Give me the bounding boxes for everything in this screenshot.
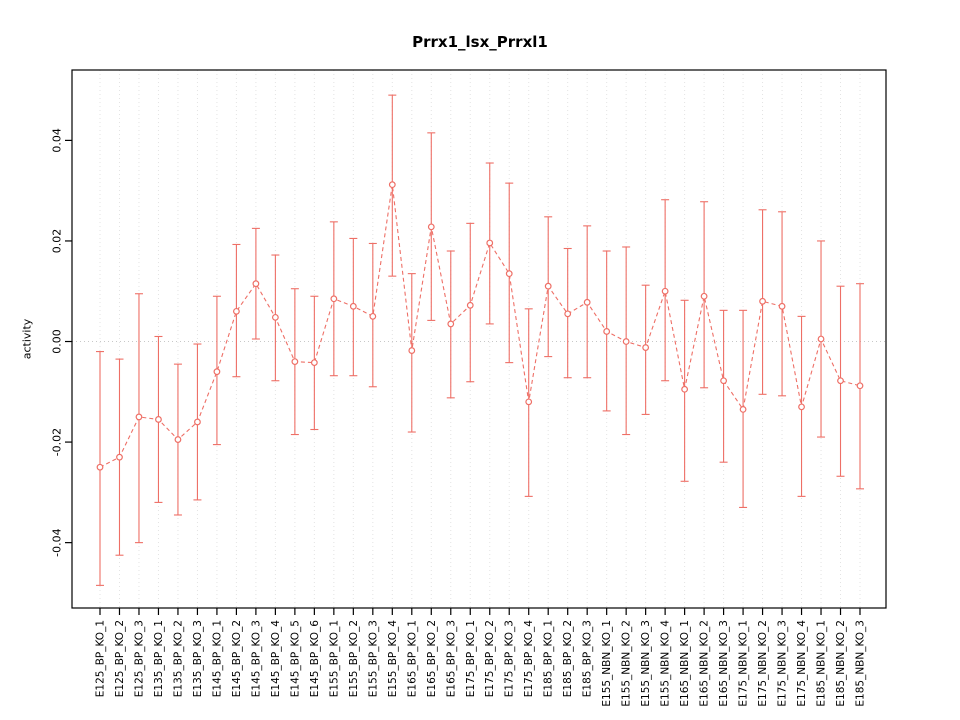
data-point-marker — [135, 413, 143, 421]
x-tick-label: E135_BP_KO_3 — [192, 620, 204, 697]
x-tick-label: E185_BP_KO_2 — [562, 620, 574, 697]
data-point-marker — [700, 292, 708, 300]
x-tick-label: E145_BP_KO_6 — [309, 620, 321, 698]
x-tick-label: E125_BP_KO_3 — [133, 620, 145, 697]
data-point-marker — [486, 239, 494, 247]
data-point-marker — [759, 297, 766, 305]
x-tick-label: E155_BP_KO_3 — [367, 620, 379, 697]
x-tick-label: E155_NBN_KO_3 — [640, 620, 652, 707]
data-point-marker — [388, 181, 396, 189]
x-tick-label: E185_NBN_KO_3 — [855, 620, 867, 707]
x-tick-label: E145_BP_KO_3 — [250, 620, 262, 697]
data-point-marker — [564, 310, 572, 318]
x-tick-label: E135_BP_KO_2 — [172, 620, 184, 697]
data-point-marker — [544, 282, 552, 290]
data-point-marker — [466, 301, 474, 309]
y-tick-label: 0.04 — [51, 128, 64, 153]
data-points — [96, 181, 864, 471]
data-point-marker — [622, 338, 630, 345]
x-tick-label: E175_NBN_KO_2 — [757, 620, 769, 707]
x-tick-label: E155_BP_KO_4 — [387, 620, 399, 698]
data-point-marker — [681, 385, 689, 393]
y-tick-label: -0.04 — [51, 528, 64, 556]
x-tick-label: E175_NBN_KO_1 — [738, 620, 750, 707]
data-point-marker — [116, 453, 123, 461]
series-line-group — [99, 184, 861, 468]
x-tick-label: E165_NBN_KO_1 — [679, 620, 691, 707]
x-tick-label: E155_BP_KO_1 — [328, 620, 340, 697]
data-point-marker — [96, 463, 104, 471]
data-point-marker — [349, 302, 357, 310]
x-tick-label: E125_BP_KO_2 — [114, 620, 126, 697]
y-tick-label: 0.02 — [51, 229, 64, 254]
x-tick-label: E155_BP_KO_2 — [348, 620, 360, 697]
y-axis: -0.04 -0.02 0.00 0.02 0.04 — [51, 128, 72, 557]
chart-title: Prrx1_lsx_Prrxl1 — [412, 33, 548, 51]
plot-border — [71, 69, 887, 609]
data-point-marker — [642, 344, 650, 351]
data-point-marker — [525, 398, 533, 406]
x-tick-label: E165_BP_KO_1 — [406, 620, 418, 697]
x-tick-label: E185_BP_KO_3 — [582, 620, 594, 697]
y-tick-label: -0.02 — [51, 428, 64, 456]
x-tick-label: E185_NBN_KO_1 — [816, 620, 828, 707]
error-bars — [96, 94, 864, 586]
gridlines — [99, 70, 861, 608]
x-tick-label: E135_BP_KO_1 — [153, 620, 165, 697]
x-tick-label: E175_BP_KO_3 — [504, 620, 516, 697]
x-axis: E125_BP_KO_1 E125_BP_KO_2 E125_BP_KO_3 E135… — [95, 608, 867, 707]
data-point-marker — [174, 436, 182, 443]
x-tick-label: E165_BP_KO_2 — [426, 620, 438, 697]
data-point-marker — [271, 313, 279, 321]
x-tick-label: E175_NBN_KO_4 — [796, 620, 808, 707]
x-tick-label: E185_BP_KO_1 — [543, 620, 555, 697]
data-point-marker — [155, 416, 162, 423]
data-point-marker — [194, 418, 201, 426]
x-tick-label: E175_BP_KO_2 — [484, 620, 496, 697]
data-point-marker — [661, 287, 669, 295]
x-tick-label: E175_NBN_KO_3 — [777, 620, 789, 707]
plot-border-group — [71, 69, 887, 609]
data-point-marker — [408, 347, 416, 354]
series-line — [99, 184, 861, 468]
x-tick-label: E175_BP_KO_1 — [465, 620, 477, 697]
data-point-marker — [252, 280, 260, 288]
x-tick-label: E155_NBN_KO_4 — [660, 620, 672, 707]
data-point-marker — [310, 359, 318, 367]
x-tick-label: E155_NBN_KO_2 — [621, 620, 633, 707]
x-tick-label: E125_BP_KO_1 — [95, 620, 107, 697]
data-point-marker — [583, 298, 591, 306]
data-point-marker — [213, 368, 221, 376]
data-point-marker — [330, 295, 338, 303]
x-tick-label: E145_BP_KO_2 — [231, 620, 243, 697]
y-tick-label: 0.00 — [51, 329, 64, 354]
data-point-marker — [505, 270, 513, 278]
data-point-marker — [778, 302, 786, 310]
data-point-marker — [817, 335, 825, 343]
data-point-marker — [369, 312, 377, 320]
x-tick-label: E165_NBN_KO_2 — [699, 620, 711, 707]
data-point-marker — [739, 405, 747, 413]
data-point-marker — [720, 377, 727, 385]
x-tick-label: E155_NBN_KO_1 — [601, 620, 613, 707]
data-point-marker — [603, 328, 611, 335]
x-tick-label: E165_NBN_KO_3 — [718, 620, 730, 707]
x-tick-label: E185_NBN_KO_2 — [835, 620, 847, 707]
data-point-marker — [837, 377, 844, 385]
x-tick-label: E165_BP_KO_3 — [445, 620, 457, 697]
data-point-marker — [798, 403, 805, 411]
data-point-marker — [447, 320, 455, 328]
data-point-marker — [291, 358, 299, 366]
x-tick-label: E175_BP_KO_4 — [523, 620, 535, 698]
x-tick-label: E145_BP_KO_1 — [211, 620, 223, 697]
x-tick-label: E145_BP_KO_5 — [289, 620, 301, 697]
data-point-marker — [233, 307, 240, 315]
data-point-marker — [427, 223, 435, 231]
data-point-marker — [856, 382, 864, 390]
x-tick-label: E145_BP_KO_4 — [270, 620, 282, 698]
